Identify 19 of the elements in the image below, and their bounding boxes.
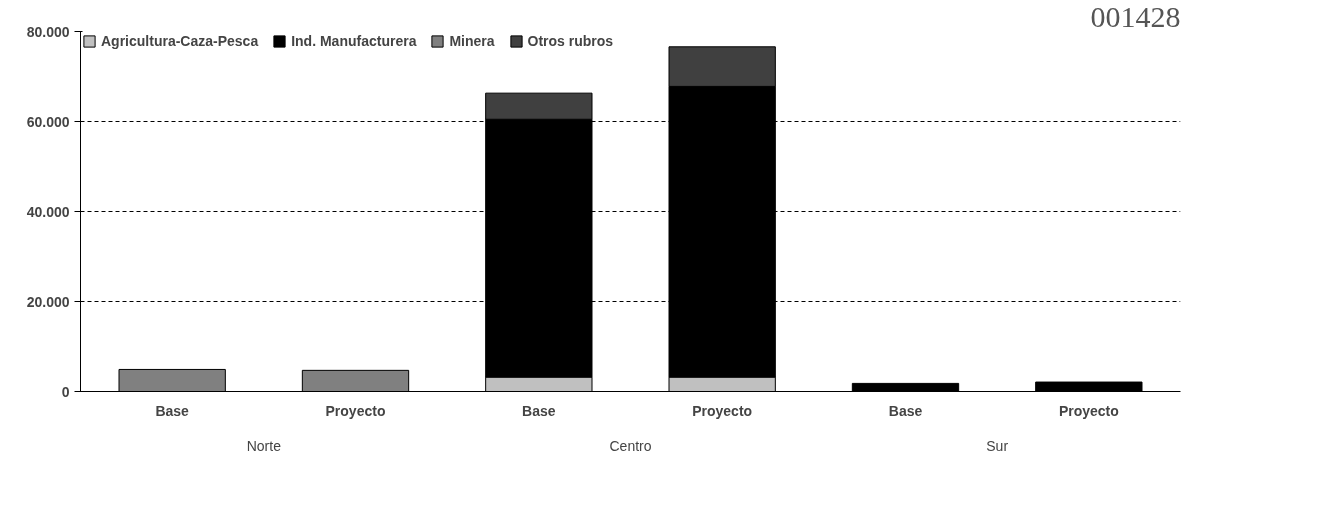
- text: Centro: [609, 437, 652, 454]
- legend-label: Agricultura-Caza-Pesca: [101, 33, 259, 49]
- x-tick-label: Proyecto: [692, 402, 753, 419]
- x-tick-label: Proyecto: [1058, 402, 1119, 419]
- x-tick-label: Base: [155, 402, 190, 419]
- y-tick-label: 0: [61, 383, 70, 400]
- text: Norte: [246, 437, 282, 454]
- legend-label: Ind. Manufacturera: [291, 33, 417, 49]
- y-tick-label: 60.000: [26, 113, 70, 130]
- x-tick-label: Base: [522, 402, 556, 419]
- y-tick-label: 40.000: [26, 203, 70, 220]
- x-tick-label: Proyecto: [325, 402, 386, 419]
- legend-label: Minera: [449, 33, 495, 49]
- y-tick-label: 80.000: [26, 23, 70, 40]
- annotation: 001428: [1090, 0, 1181, 33]
- text: Sur: [986, 437, 1009, 454]
- x-tick-label: Base: [888, 402, 923, 419]
- legend-label: Otros rubros: [527, 33, 614, 49]
- y-tick-label: 20.000: [26, 293, 70, 310]
